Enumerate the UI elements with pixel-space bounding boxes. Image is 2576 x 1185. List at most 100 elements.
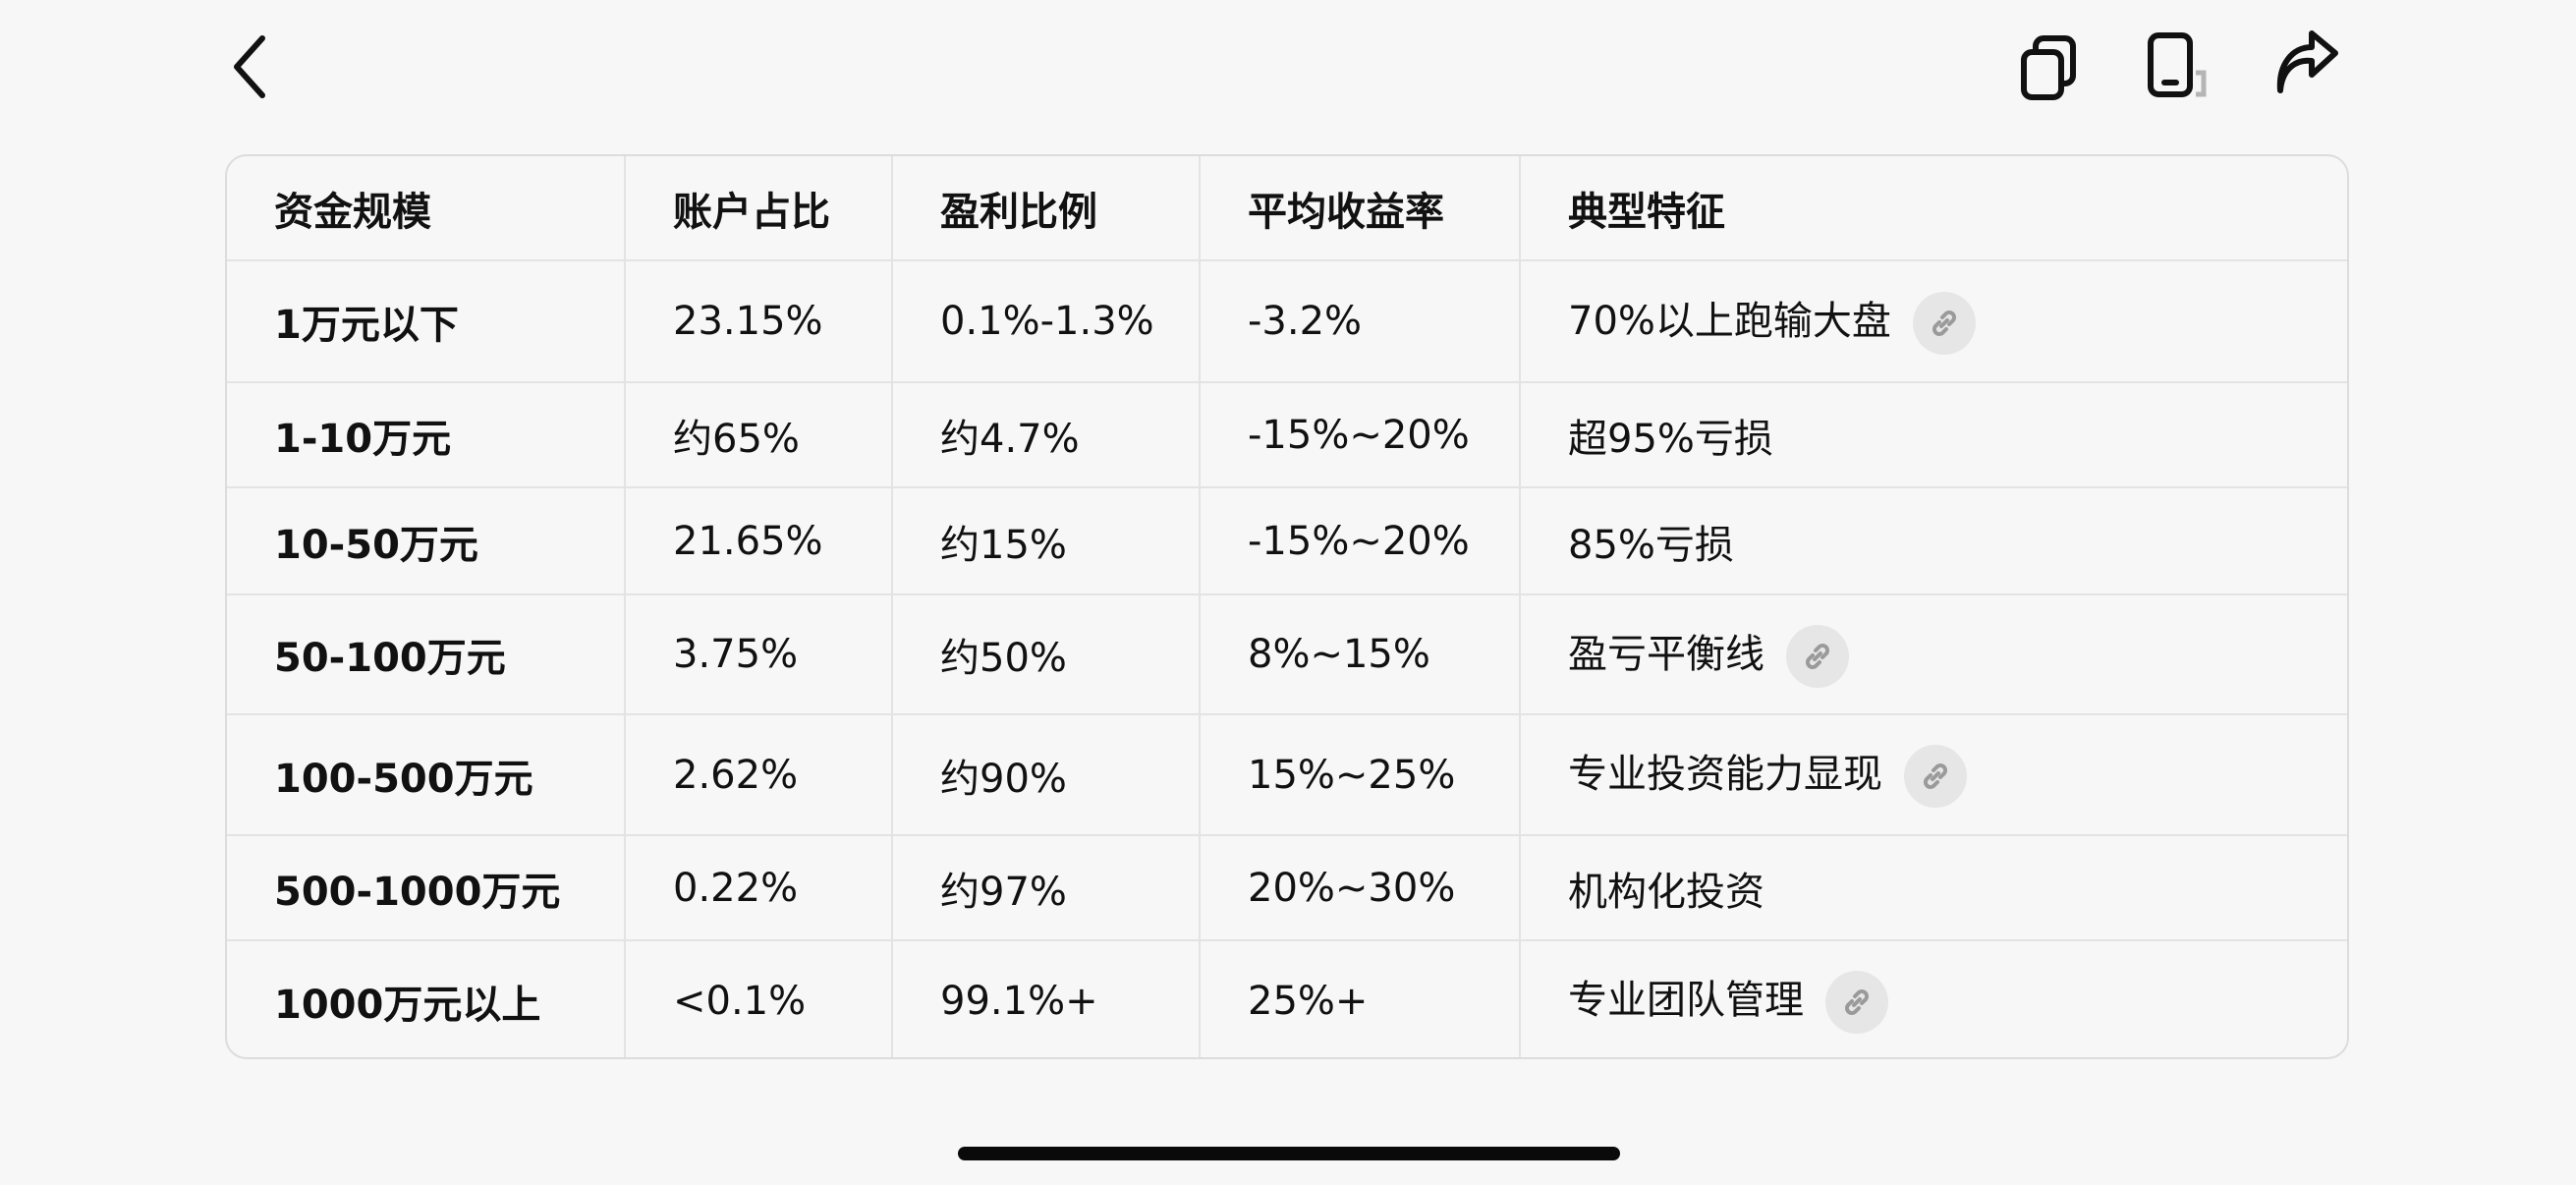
cell-text: 超95%亏损 <box>1568 416 1773 462</box>
cell-text: -15%~20% <box>1248 412 1470 458</box>
table-row: 1万元以下 23.15% 0.1%-1.3% -3.2% 70%以上跑输大盘 <box>227 260 2347 383</box>
table-cell: 约50% <box>892 594 1201 715</box>
cell-text: 2.62% <box>673 752 799 798</box>
table-cell: 约15% <box>892 487 1201 595</box>
table-cell: 1-10万元 <box>227 382 626 488</box>
cell-text: 25%+ <box>1248 978 1369 1024</box>
table-cell: -15%~20% <box>1200 487 1521 595</box>
cell-text: 机构化投资 <box>1568 869 1764 915</box>
source-link-button[interactable] <box>1825 971 1888 1034</box>
cell-text: 99.1%+ <box>940 978 1098 1024</box>
cell-text: 1-10万元 <box>274 416 452 462</box>
table-row: 500-1000万元 0.22% 约97% 20%~30% 机构化投资 <box>227 835 2347 941</box>
table-cell: -3.2% <box>1200 260 1521 383</box>
table-cell: 0.1%-1.3% <box>892 260 1201 383</box>
table-cell: 25%+ <box>1200 940 1521 1057</box>
table-cell: 50-100万元 <box>227 594 626 715</box>
cell-text: 约50% <box>940 636 1067 681</box>
table-row: 1000万元以上 <0.1% 99.1%+ 25%+ 专业团队管理 <box>227 940 2347 1057</box>
cell-text: 0.22% <box>673 865 799 911</box>
cell-text: 85%亏损 <box>1568 522 1734 568</box>
table-cell: 1万元以下 <box>227 260 626 383</box>
cell-text: 70%以上跑输大盘 <box>1568 298 1891 344</box>
table-cell: 约65% <box>625 382 893 488</box>
table-cell: 盈亏平衡线 <box>1520 594 2347 715</box>
table-cell: 99.1%+ <box>892 940 1201 1057</box>
table-row: 100-500万元 2.62% 约90% 15%~25% 专业投资能力显现 <box>227 714 2347 836</box>
column-header: 盈利比例 <box>892 156 1201 261</box>
table-cell: 1000万元以上 <box>227 940 626 1057</box>
source-link-button[interactable] <box>1912 291 1976 355</box>
cell-text: 盈亏平衡线 <box>1568 631 1764 677</box>
table-cell: 21.65% <box>625 487 893 595</box>
table-cell: 专业投资能力显现 <box>1520 714 2347 836</box>
table-row: 50-100万元 3.75% 约50% 8%~15% 盈亏平衡线 <box>227 594 2347 715</box>
chevron-left-icon <box>234 35 265 98</box>
source-link-button[interactable] <box>1904 745 1967 808</box>
cell-text: 约15% <box>940 522 1067 568</box>
cell-text: 专业投资能力显现 <box>1568 752 1882 797</box>
cell-text: 约90% <box>940 756 1067 802</box>
table-cell: 约90% <box>892 714 1201 836</box>
table-cell: <0.1% <box>625 940 893 1057</box>
cell-text: 1万元以下 <box>274 303 459 348</box>
cell-text: 0.1%-1.3% <box>940 299 1154 344</box>
cell-text: 20%~30% <box>1248 865 1456 911</box>
table-cell: -15%~20% <box>1200 382 1521 488</box>
table-cell: 约4.7% <box>892 382 1201 488</box>
cell-text: 100-500万元 <box>274 756 533 802</box>
rotate-button[interactable] <box>2139 29 2213 104</box>
share-button[interactable] <box>2270 29 2345 104</box>
link-icon <box>1932 310 1956 336</box>
table-cell: 500-1000万元 <box>227 835 626 941</box>
table-cell: 15%~25% <box>1200 714 1521 836</box>
table-cell: 20%~30% <box>1200 835 1521 941</box>
cell-text: 专业团队管理 <box>1568 978 1804 1023</box>
table-header-row: 资金规模 账户占比 盈利比例 平均收益率 典型特征 <box>227 156 2347 261</box>
table-cell: 8%~15% <box>1200 594 1521 715</box>
cell-text: 21.65% <box>673 518 823 564</box>
table-row: 1-10万元 约65% 约4.7% -15%~20% 超95%亏损 <box>227 382 2347 488</box>
link-icon <box>1924 763 1947 789</box>
cell-text: <0.1% <box>673 978 807 1024</box>
data-table: 资金规模 账户占比 盈利比例 平均收益率 典型特征 1万元以下 23.15% 0.1… <box>225 154 2349 1059</box>
share-icon <box>2276 30 2338 93</box>
cell-text: 1000万元以上 <box>274 982 541 1028</box>
source-link-button[interactable] <box>1786 624 1849 688</box>
table-cell: 机构化投资 <box>1520 835 2347 941</box>
cell-text: 约65% <box>673 416 800 462</box>
copy-icon <box>2021 35 2076 100</box>
table-cell: 10-50万元 <box>227 487 626 595</box>
column-header: 平均收益率 <box>1200 156 1521 261</box>
home-indicator[interactable] <box>958 1147 1620 1160</box>
cell-text: -3.2% <box>1248 299 1363 344</box>
column-header: 典型特征 <box>1520 156 2347 261</box>
cell-text: 约97% <box>940 869 1067 915</box>
cell-text: 23.15% <box>673 299 823 344</box>
table-cell: 约97% <box>892 835 1201 941</box>
table-cell: 70%以上跑输大盘 <box>1520 260 2347 383</box>
cell-text: 约4.7% <box>940 416 1080 462</box>
table-cell: 85%亏损 <box>1520 487 2347 595</box>
copy-button[interactable] <box>2013 29 2088 104</box>
table-cell: 超95%亏损 <box>1520 382 2347 488</box>
link-icon <box>1845 989 1869 1015</box>
table-cell: 0.22% <box>625 835 893 941</box>
column-header: 资金规模 <box>227 156 626 261</box>
phone-rotate-icon <box>2148 32 2207 97</box>
cell-text: 3.75% <box>673 632 799 677</box>
table-cell: 专业团队管理 <box>1520 940 2347 1057</box>
table-cell: 2.62% <box>625 714 893 836</box>
link-icon <box>1806 643 1829 669</box>
cell-text: 15%~25% <box>1248 752 1456 798</box>
cell-text: 8%~15% <box>1248 632 1430 677</box>
table-cell: 3.75% <box>625 594 893 715</box>
cell-text: -15%~20% <box>1248 518 1470 564</box>
cell-text: 500-1000万元 <box>274 869 561 915</box>
table-cell: 23.15% <box>625 260 893 383</box>
cell-text: 50-100万元 <box>274 636 506 681</box>
table-cell: 100-500万元 <box>227 714 626 836</box>
column-header: 账户占比 <box>625 156 893 261</box>
cell-text: 10-50万元 <box>274 522 478 568</box>
back-button[interactable] <box>212 29 287 104</box>
